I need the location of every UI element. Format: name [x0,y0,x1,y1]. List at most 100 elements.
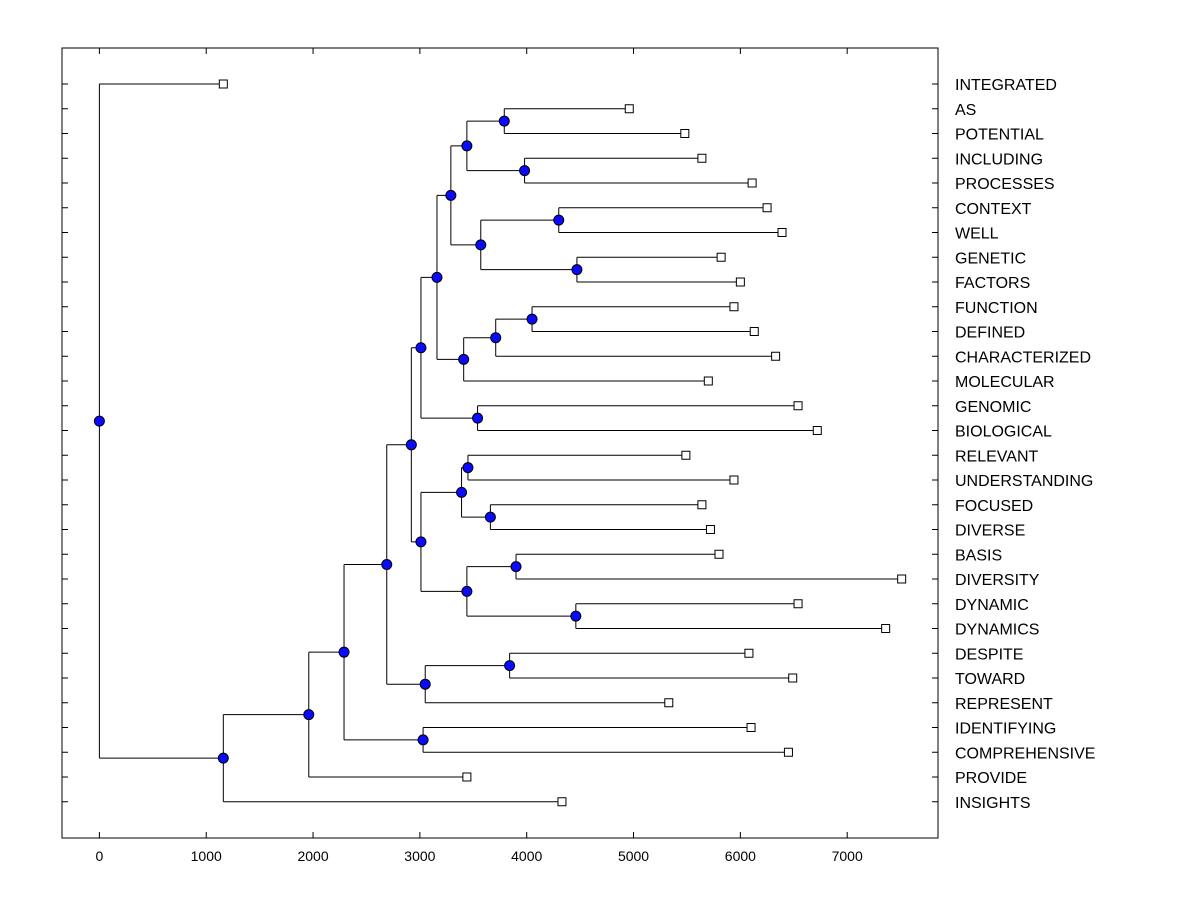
leaf-label-processes: PROCESSES [955,176,1055,193]
node-marker-n_ctx_well [553,214,565,226]
leaf-marker-characterized [771,351,781,361]
leaf-label-despite: DESPITE [955,646,1023,663]
leaf-marker-context [762,203,772,213]
x-axis: 0 1000 2000 3000 4000 5000 6000 7000 [95,48,863,864]
leaf-marker-dynamic [793,599,803,609]
leaf-label-insights: INSIGHTS [955,795,1031,812]
leaf-marker-molecular [703,376,713,386]
leaf-label-genomic: GENOMIC [955,399,1031,416]
leaf-label-as: AS [955,102,976,119]
node-marker-n_gen_fac [571,264,583,276]
y-tick-marks [62,83,938,803]
node-marker-n_foc_div [484,511,496,523]
leaf-marker-provide [462,772,472,782]
leaf-marker-diverse [705,525,715,534]
node-marker-n_e [458,353,470,365]
leaf-marker-toward [788,673,798,683]
leaf-marker-despite [744,648,754,658]
leaf-marker-defined [749,327,759,336]
leaf-label-understanding: UNDERSTANDING [955,473,1093,490]
node-marker-n_p [217,752,229,764]
x-tick-label: 6000 [725,848,756,864]
leaf-label-characterized: CHARACTERIZED [955,349,1091,366]
leaf-marker-comprehensive [783,747,793,757]
node-marker-n_f [431,271,443,283]
x-tick-label: 0 [95,848,103,864]
leaf-marker-including [697,153,707,163]
leaf-marker-focused [697,500,707,510]
leaf-label-relevant: RELEVANT [955,448,1039,465]
node-marker-n_idn_cmp [417,734,429,746]
node-marker-n_i [461,585,473,597]
leaf-marker-well [777,228,787,237]
leaf-label-function: FUNCTION [955,300,1038,317]
leaf-label-factors: FACTORS [955,275,1030,292]
node-marker-n_o [303,709,315,721]
node-marker-n_b [475,239,487,251]
plot-frame [61,47,939,839]
leaf-marker-insights [557,797,567,807]
node-marker-n_inc_proc [519,165,531,177]
leaf-marker-basis [714,549,724,559]
leaf-marker-factors [735,277,745,287]
node-marker-n_gen_bio [472,412,484,424]
leaf-marker-diversity [897,574,907,584]
leaf-label-context: CONTEXT [955,201,1032,218]
node-marker-n_j [415,536,427,548]
leaf-marker-genetic [716,252,726,262]
leaf-marker-function [729,302,739,312]
node-marker-n_bas_dvs [510,561,522,573]
leaf-marker-represent [664,698,674,708]
leaf-marker-as [624,104,634,114]
node-marker-n_fun_def [526,313,538,325]
leaf-label-diversity: DIVERSITY [955,572,1040,589]
x-tick-label: 4000 [511,848,542,864]
leaf-label-including: INCLUDING [955,151,1043,168]
leaf-label-focused: FOCUSED [955,498,1033,515]
leaf-marker-relevant [681,450,691,460]
branches [98,83,902,803]
node-marker-n_a [461,140,473,152]
leaf-label-genetic: GENETIC [955,250,1026,267]
node-marker-n_des_tow [504,660,516,672]
leaf-marker-integrated [218,79,228,89]
node-marker-n_d [490,332,502,344]
leaf-label-basis: BASIS [955,547,1002,564]
node-marker-n_as_pot [498,115,510,127]
x-tick-label: 2000 [297,848,328,864]
x-tick-label: 7000 [832,848,863,864]
leaf-label-integrated: INTEGRATED [955,77,1057,94]
node-marker-n_h [456,486,468,498]
node-marker-n_c [445,189,457,201]
leaf-label-dynamic: DYNAMIC [955,597,1029,614]
node-marker-n_l [419,678,431,690]
leaf-label-defined: DEFINED [955,325,1025,342]
leaf-marker-genomic [793,401,803,411]
node-marker-n_k [405,439,417,451]
leaf-label-potential: POTENTIAL [955,127,1044,144]
leaf-label-comprehensive: COMPREHENSIVE [955,745,1095,762]
leaf-label-well: WELL [955,226,999,243]
leaf-label-diverse: DIVERSE [955,523,1025,540]
leaf-label-toward: TOWARD [955,671,1025,688]
x-tick-label: 5000 [618,848,649,864]
leaf-marker-potential [680,129,690,138]
node-markers [93,115,583,764]
x-tick-label: 1000 [191,848,222,864]
leaf-label-biological: BIOLOGICAL [955,424,1052,441]
leaf-marker-processes [747,178,757,188]
node-marker-n_dyn [570,610,582,622]
leaf-label-molecular: MOLECULAR [955,374,1055,391]
leaf-label-identifying: IDENTIFYING [955,721,1056,738]
leaf-label-provide: PROVIDE [955,770,1027,787]
node-marker-n_n [338,646,350,658]
leaf-labels: INTEGRATED AS POTENTIAL INCLUDING PROCESSES C… [955,77,1095,812]
leaf-label-represent: REPRESENT [955,696,1053,713]
node-marker-n_rel_und [462,462,474,474]
leaf-marker-dynamics [881,624,891,633]
node-marker-n_root [93,415,105,427]
leaf-label-dynamics: DYNAMICS [955,622,1039,639]
node-marker-n_g [415,342,427,354]
